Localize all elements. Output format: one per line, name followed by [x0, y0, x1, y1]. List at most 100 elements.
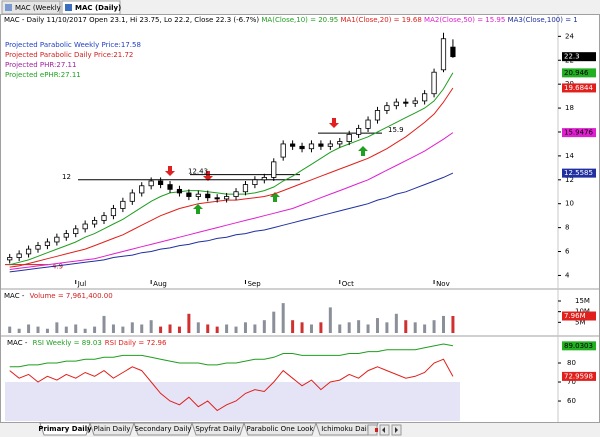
- volume-bar: [64, 326, 68, 333]
- candle-body: [440, 38, 447, 71]
- volume-bar: [404, 320, 408, 333]
- candle-body: [403, 101, 409, 104]
- candle-body: [224, 196, 230, 200]
- top-tab-bar: MAC (Weekly) MAC (Daily): [1, 0, 121, 15]
- x-tick-label: Nov: [436, 280, 450, 288]
- volume-bar: [262, 320, 266, 333]
- x-tick-label: Oct: [342, 280, 354, 288]
- level-label: 15.9: [388, 126, 404, 134]
- volume-bar: [17, 328, 21, 333]
- last-value-box: [562, 168, 596, 178]
- buy-arrow: [193, 204, 203, 214]
- y-tick-label: 24: [565, 32, 574, 40]
- volume-bar: [140, 324, 144, 333]
- level-label: 12.43: [188, 168, 208, 176]
- candle-body: [63, 233, 69, 238]
- volume-bar: [234, 326, 238, 333]
- last-value-label: 15.9476: [564, 129, 593, 137]
- bottom-tab[interactable]: [89, 422, 135, 436]
- volume-bar: [55, 322, 59, 333]
- tab-nav: [367, 424, 402, 436]
- volume-bar: [423, 324, 427, 333]
- candle-body: [346, 133, 352, 142]
- bottom-tab[interactable]: [39, 422, 91, 436]
- y-tick-label: 4: [565, 271, 570, 279]
- last-value-label: 20.946: [564, 69, 589, 77]
- level-label: 12: [62, 173, 71, 181]
- candle-body: [101, 215, 107, 221]
- header-segment: RSI Daily = 72.96: [105, 339, 167, 347]
- volume-bar: [451, 316, 455, 333]
- last-value-box: [562, 371, 596, 381]
- candle-body: [431, 71, 437, 95]
- candle-body: [374, 110, 381, 121]
- header-segment: MA(Close,10) = 20.95: [261, 16, 338, 24]
- volume-bar: [8, 326, 12, 333]
- bottom-tab-label: Plain Daily: [94, 425, 131, 433]
- last-value-label: 12.5585: [564, 169, 593, 177]
- sell-arrow: [165, 166, 175, 176]
- candle-body: [73, 228, 79, 234]
- y-tick-label: 15M: [575, 297, 590, 305]
- candle-body: [186, 192, 192, 197]
- candle-body: [271, 161, 277, 178]
- projection-note: Projected Parabolic Weekly Price:17.58: [5, 41, 141, 49]
- volume-bar: [347, 322, 351, 333]
- candle-body: [412, 100, 418, 104]
- projection-note: Projected ePHR:27.11: [5, 71, 81, 79]
- y-tick-label: 60: [567, 397, 576, 405]
- volume-bar: [394, 313, 398, 333]
- sell-arrow: [329, 118, 339, 128]
- header-segment: MAC - Daily 11/10/2017 Open 23.1, Hi 23.…: [4, 16, 259, 24]
- volume-bar: [177, 326, 181, 333]
- candle-body: [242, 184, 249, 193]
- last-value-label: 19.6844: [564, 84, 593, 92]
- volume-bar: [159, 326, 163, 333]
- bottom-tab[interactable]: [133, 422, 193, 436]
- volume-bar: [168, 324, 172, 333]
- bottom-tab[interactable]: [191, 422, 245, 436]
- y-tick-label: 70: [567, 378, 576, 386]
- candle-body: [167, 184, 173, 190]
- volume-bar: [74, 324, 78, 333]
- y-tick-label: 10: [565, 200, 574, 208]
- volume-bar: [121, 326, 125, 333]
- volume-bar: [27, 324, 31, 333]
- candle-body: [214, 197, 220, 200]
- volume-bar: [215, 326, 219, 333]
- candle-body: [82, 223, 88, 230]
- candle-body: [148, 180, 154, 187]
- bottom-tab-bar: Primary Daily Plain Daily Secondary Daily S…: [38, 422, 379, 436]
- ma-line: [9, 87, 454, 268]
- candle-body: [261, 177, 267, 181]
- last-value-box: [562, 341, 596, 351]
- bottom-tab[interactable]: [243, 422, 317, 436]
- rsi-line: [9, 343, 453, 368]
- candle-body: [337, 141, 343, 145]
- volume-bar: [45, 328, 49, 333]
- candle-body: [384, 105, 390, 111]
- volume-bar: [366, 324, 370, 333]
- candle-body: [365, 119, 371, 129]
- rsi-line: [9, 358, 454, 412]
- candle-body: [120, 200, 126, 209]
- last-value-box: [562, 83, 596, 93]
- level-label: 4.9: [52, 263, 63, 271]
- volume-bar: [102, 315, 106, 333]
- volume-bar: [253, 324, 257, 333]
- candle-body: [139, 185, 145, 194]
- tab-icon: [65, 4, 72, 11]
- y-tick-label: 14: [565, 152, 574, 160]
- last-value-box: [562, 52, 596, 62]
- header-segment: Volume = 7,961,400.00: [30, 292, 113, 300]
- panel-header: MAC - RSI Weekly = 89.03 RSI Daily = 72.9…: [7, 339, 167, 347]
- candle-body: [393, 101, 399, 107]
- projection-note: Projected Parabolic Daily Price:21.72: [5, 51, 133, 59]
- tab-icon: [5, 4, 12, 11]
- candle-body: [308, 143, 315, 150]
- sell-arrow: [203, 171, 213, 181]
- tab-label: MAC (Daily): [75, 4, 121, 12]
- candle-body: [205, 193, 211, 199]
- candle-body: [233, 191, 239, 197]
